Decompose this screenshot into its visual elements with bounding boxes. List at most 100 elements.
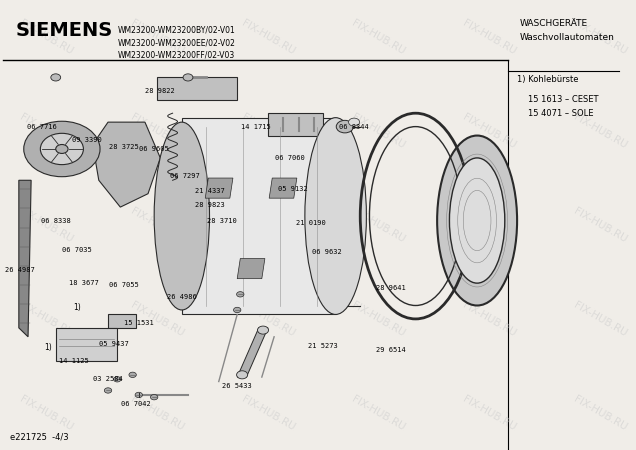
Text: 06 7060: 06 7060 (275, 155, 305, 161)
Text: 1): 1) (44, 343, 52, 352)
Polygon shape (182, 117, 336, 315)
Text: FIX-HUB.RU: FIX-HUB.RU (129, 300, 186, 338)
Text: FIX-HUB.RU: FIX-HUB.RU (350, 18, 407, 56)
Text: FIX-HUB.RU: FIX-HUB.RU (461, 18, 518, 56)
Text: FIX-HUB.RU: FIX-HUB.RU (129, 18, 186, 56)
Text: 21 5273: 21 5273 (308, 343, 338, 349)
Ellipse shape (450, 158, 505, 283)
Text: 21 4337: 21 4337 (195, 189, 225, 194)
Polygon shape (205, 178, 233, 198)
Text: SIEMENS: SIEMENS (16, 21, 113, 40)
Text: 06 8344: 06 8344 (339, 124, 369, 130)
Text: 03 2584: 03 2584 (93, 376, 123, 382)
Text: 06 7035: 06 7035 (62, 247, 92, 252)
Ellipse shape (305, 117, 366, 315)
Text: FIX-HUB.RU: FIX-HUB.RU (572, 394, 628, 432)
Text: FIX-HUB.RU: FIX-HUB.RU (572, 206, 628, 244)
Text: FIX-HUB.RU: FIX-HUB.RU (350, 206, 407, 244)
Text: FIX-HUB.RU: FIX-HUB.RU (240, 394, 296, 432)
Text: 26 4986: 26 4986 (167, 293, 197, 300)
Circle shape (24, 121, 100, 177)
Text: 06 9632: 06 9632 (312, 249, 342, 255)
Circle shape (258, 326, 268, 334)
Text: 09 3390: 09 3390 (72, 137, 101, 143)
Text: Waschvollautomaten: Waschvollautomaten (520, 33, 615, 42)
Text: 06 8338: 06 8338 (41, 217, 71, 224)
Text: WASCHGERÄTE: WASCHGERÄTE (520, 19, 588, 28)
Polygon shape (157, 77, 237, 100)
Polygon shape (19, 180, 31, 337)
Text: 06 7716: 06 7716 (27, 124, 57, 130)
Text: FIX-HUB.RU: FIX-HUB.RU (572, 18, 628, 56)
Text: 28 3710: 28 3710 (207, 217, 237, 224)
Text: 21 0190: 21 0190 (296, 220, 326, 226)
Circle shape (237, 371, 247, 379)
Circle shape (56, 144, 68, 153)
Circle shape (151, 395, 158, 400)
Text: FIX-HUB.RU: FIX-HUB.RU (18, 394, 75, 432)
Text: 28 3725: 28 3725 (109, 144, 138, 150)
Text: 06 7297: 06 7297 (170, 173, 200, 179)
Ellipse shape (437, 135, 517, 306)
Text: FIX-HUB.RU: FIX-HUB.RU (350, 112, 407, 150)
Text: FIX-HUB.RU: FIX-HUB.RU (18, 206, 75, 244)
Text: 15 1531: 15 1531 (124, 320, 154, 326)
Polygon shape (237, 259, 265, 279)
Circle shape (51, 74, 60, 81)
Text: FIX-HUB.RU: FIX-HUB.RU (350, 300, 407, 338)
Text: 1) Kohlebürste: 1) Kohlebürste (517, 75, 579, 84)
Text: FIX-HUB.RU: FIX-HUB.RU (350, 394, 407, 432)
Ellipse shape (154, 122, 209, 310)
Text: FIX-HUB.RU: FIX-HUB.RU (461, 112, 518, 150)
Text: 28 9822: 28 9822 (146, 88, 175, 94)
Text: FIX-HUB.RU: FIX-HUB.RU (240, 300, 296, 338)
Circle shape (114, 377, 121, 382)
Polygon shape (237, 328, 268, 377)
Circle shape (135, 392, 142, 398)
Text: FIX-HUB.RU: FIX-HUB.RU (18, 112, 75, 150)
Polygon shape (268, 113, 323, 135)
Text: 05 9437: 05 9437 (99, 341, 129, 346)
Text: 1): 1) (73, 303, 81, 312)
Text: 06 9605: 06 9605 (139, 146, 169, 152)
Polygon shape (108, 315, 135, 328)
Text: 28 9823: 28 9823 (195, 202, 225, 208)
Text: FIX-HUB.RU: FIX-HUB.RU (129, 112, 186, 150)
Circle shape (233, 307, 241, 313)
Text: 14 1715: 14 1715 (241, 124, 270, 130)
Circle shape (104, 388, 112, 393)
Text: 06 7055: 06 7055 (109, 283, 138, 288)
Text: 29 6514: 29 6514 (376, 347, 406, 353)
Circle shape (336, 120, 354, 133)
Text: 06 7042: 06 7042 (121, 401, 151, 407)
Circle shape (349, 118, 359, 126)
Circle shape (183, 74, 193, 81)
Circle shape (40, 133, 83, 165)
Text: FIX-HUB.RU: FIX-HUB.RU (461, 206, 518, 244)
Text: 18 3677: 18 3677 (69, 280, 99, 286)
FancyBboxPatch shape (56, 328, 117, 361)
Polygon shape (269, 178, 297, 198)
Polygon shape (93, 122, 160, 207)
Circle shape (129, 372, 136, 378)
Text: 05 9132: 05 9132 (278, 186, 307, 192)
Text: FIX-HUB.RU: FIX-HUB.RU (129, 206, 186, 244)
Text: 14 1125: 14 1125 (59, 358, 89, 365)
Text: FIX-HUB.RU: FIX-HUB.RU (572, 112, 628, 150)
Text: 26 5433: 26 5433 (223, 383, 252, 389)
Text: 15 1613 – CESET: 15 1613 – CESET (527, 95, 598, 104)
Text: FIX-HUB.RU: FIX-HUB.RU (18, 300, 75, 338)
Text: FIX-HUB.RU: FIX-HUB.RU (572, 300, 628, 338)
Text: 15 4071 – SOLE: 15 4071 – SOLE (527, 109, 593, 118)
Text: FIX-HUB.RU: FIX-HUB.RU (18, 18, 75, 56)
Text: FIX-HUB.RU: FIX-HUB.RU (240, 112, 296, 150)
Text: FIX-HUB.RU: FIX-HUB.RU (461, 300, 518, 338)
Text: FIX-HUB.RU: FIX-HUB.RU (461, 394, 518, 432)
Text: FIX-HUB.RU: FIX-HUB.RU (240, 206, 296, 244)
Circle shape (237, 292, 244, 297)
Text: e221725  -4/3: e221725 -4/3 (10, 433, 68, 442)
Text: FIX-HUB.RU: FIX-HUB.RU (129, 394, 186, 432)
Text: 26 4987: 26 4987 (4, 267, 34, 273)
Text: FIX-HUB.RU: FIX-HUB.RU (240, 18, 296, 56)
Text: 28 9641: 28 9641 (376, 284, 406, 291)
